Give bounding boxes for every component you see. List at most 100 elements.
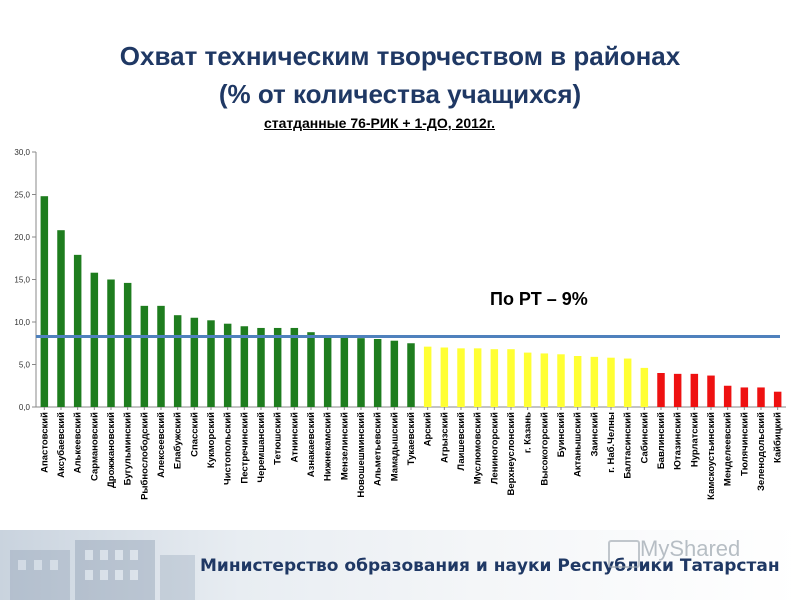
x-tick-label: Бугульминский (123, 412, 134, 485)
x-tick-label: Агрызский (439, 412, 450, 463)
bar (707, 375, 715, 407)
y-tick-label: 15,0 (14, 276, 30, 285)
bar (557, 354, 565, 407)
x-tick-label: Альметьевский (373, 412, 384, 486)
bar (223, 323, 232, 407)
bar (40, 196, 49, 407)
bar (307, 332, 315, 407)
x-tick-label: Аксубаевский (56, 412, 67, 478)
bar (490, 349, 499, 407)
x-tick-label: Камскоустьинский (706, 412, 717, 500)
bar (90, 272, 99, 407)
bar (740, 387, 749, 407)
x-tick-label: Муслюмовский (473, 412, 484, 484)
y-tick-label: 5,0 (19, 361, 31, 370)
bar (507, 349, 515, 407)
x-tick-label: Пестречинский (239, 412, 250, 484)
bar (140, 305, 149, 407)
bar (573, 356, 582, 407)
y-tick-label: 20,0 (14, 233, 30, 242)
x-tick-label: Лаишевский (456, 412, 467, 471)
bar (273, 327, 282, 407)
y-tick-label: 0,0 (19, 403, 31, 412)
x-tick-label: Спасский (189, 412, 200, 457)
x-tick-label: Кукморский (206, 412, 217, 468)
chart-title-line1: Охват техническим творчеством в районах (119, 41, 681, 71)
bar (673, 373, 682, 407)
x-tick-label: Чистопольский (223, 412, 234, 485)
x-tick-label: г. Казань (523, 412, 534, 453)
x-tick-label: Азнакаевский (306, 412, 317, 477)
building-image (10, 540, 195, 600)
chart-title-line2: (% от количества учащихся) (218, 79, 582, 109)
x-tick-label: Елабужский (173, 412, 184, 469)
bar (540, 353, 549, 407)
x-tick-label: Алькеевский (73, 412, 84, 474)
x-tick-label: Рыбнослободский (139, 412, 150, 500)
x-tick-label: Бавлинский (656, 412, 667, 469)
bar (523, 352, 532, 407)
bar (773, 391, 782, 407)
bar (340, 336, 349, 407)
x-tick-label: Тюлячинский (739, 412, 750, 476)
bar (57, 230, 65, 407)
x-tick-label: Кайбицкий (773, 412, 784, 463)
bar (407, 343, 415, 407)
bar (190, 317, 199, 407)
x-tick-label: Апастовский (39, 412, 50, 473)
y-tick-label: 10,0 (14, 318, 30, 327)
x-tick-label: Лениногорский (489, 412, 500, 484)
bar (723, 385, 732, 407)
x-tick-label: Сабинский (639, 412, 650, 464)
footer-banner: Министерство образования и науки Республ… (0, 530, 800, 600)
x-tick-label: Мамадышский (389, 412, 400, 481)
x-tick-label: Зеленодольский (756, 412, 767, 491)
bar (123, 282, 132, 407)
bar (473, 348, 482, 407)
x-tick-label: Балтасинский (623, 412, 634, 479)
bar (323, 336, 332, 407)
bar-chart: 0,0 5,0 10,0 15,0 20,0 25,0 30,0 Апастовский Акс… (14, 148, 786, 500)
bar (240, 326, 249, 407)
footer-ministry-text: Министерство образования и науки Республ… (200, 556, 780, 576)
x-tick-label: Дрожжановский (106, 412, 117, 488)
x-tick-label: Высокогорский (539, 412, 550, 486)
bar (257, 327, 265, 407)
x-tick-label: Тукаевский (406, 412, 417, 466)
x-tick-label: Тетюшский (273, 412, 284, 465)
bar (607, 357, 615, 407)
x-tick-label: Менделеевский (723, 412, 734, 486)
y-tick-label: 25,0 (14, 191, 30, 200)
reference-line-label: По РТ – 9% (490, 289, 588, 309)
x-tick-label: г. Наб.Челны (606, 412, 617, 473)
bar (657, 373, 665, 407)
x-tick-label: Сармановский (89, 412, 100, 481)
x-tick-label: Нурлатский (689, 412, 700, 467)
y-tick-label: 30,0 (14, 148, 30, 157)
x-tick-label: Верхнеуслонский (506, 412, 517, 496)
chart-subtitle: статданные 76-РИК + 1-ДО, 2012г. (264, 115, 496, 131)
bar (73, 254, 82, 407)
bar (423, 346, 432, 407)
watermark-icon (608, 540, 640, 568)
bar (623, 358, 632, 407)
bar (390, 340, 399, 407)
x-tick-label: Буинский (556, 412, 567, 457)
x-tick-label: Арский (423, 412, 434, 447)
bar (173, 315, 182, 407)
bar (373, 339, 382, 407)
bar (440, 347, 449, 407)
x-tick-label: Атнинский (289, 412, 300, 463)
x-tick-label: Черемшанский (256, 412, 267, 483)
x-tick-label: Заинский (589, 412, 600, 457)
bar (357, 338, 365, 407)
bar (457, 348, 465, 407)
x-tick-label: Алексеевский (156, 412, 167, 478)
bar (590, 356, 599, 407)
bar (640, 367, 649, 407)
bar (690, 373, 699, 407)
x-tick-label: Нижнекамский (323, 412, 334, 481)
watermark-text: MyShared (640, 536, 741, 561)
x-tick-label: Мензелинский (339, 412, 350, 480)
x-tick-label: Ютазинский (673, 412, 684, 470)
